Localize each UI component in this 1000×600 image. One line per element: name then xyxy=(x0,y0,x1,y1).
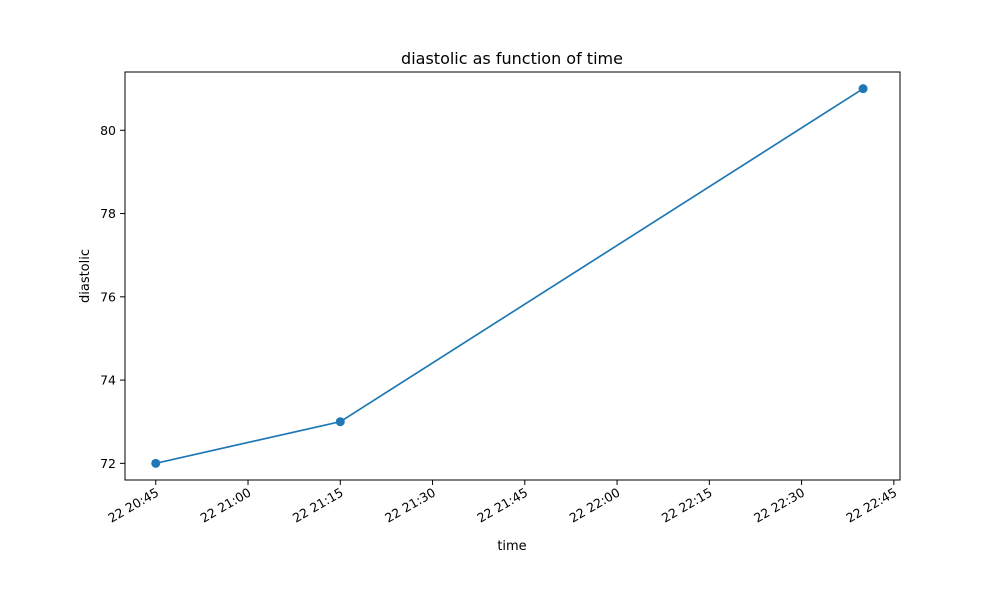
y-tick-label: 76 xyxy=(100,289,116,304)
y-tick-label: 74 xyxy=(100,373,116,388)
y-tick-label: 78 xyxy=(100,206,116,221)
y-tick-label: 80 xyxy=(100,123,116,138)
chart-title: diastolic as function of time xyxy=(401,49,623,68)
plot-frame xyxy=(124,71,901,481)
data-point xyxy=(335,417,345,427)
y-axis-label: diastolic xyxy=(78,249,93,303)
data-point xyxy=(858,84,868,94)
data-point xyxy=(151,458,161,468)
x-axis-label: time xyxy=(497,539,526,554)
y-tick-label: 72 xyxy=(100,456,116,471)
